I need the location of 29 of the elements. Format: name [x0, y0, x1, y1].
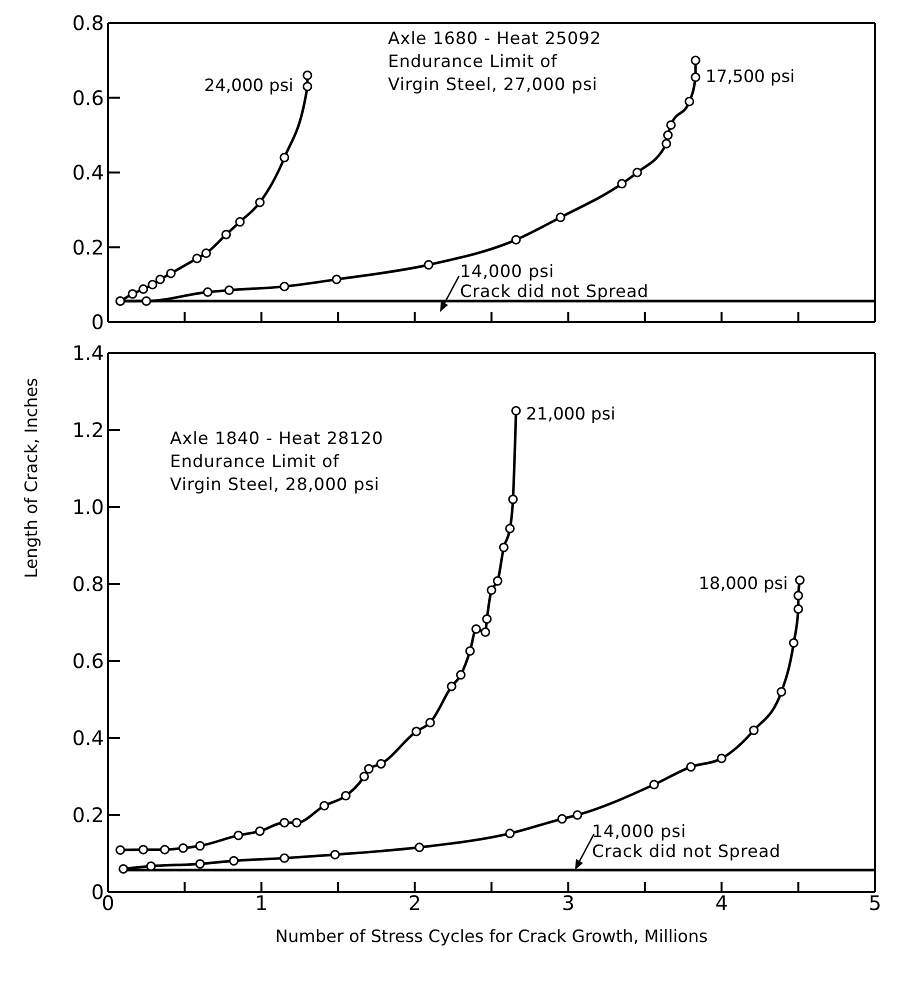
y-tick-label: 0.4	[72, 160, 104, 185]
y-tick-label: 0	[91, 310, 104, 334]
annotation: Axle 1840 - Heat 28120 Endurance Limit of Virgin Steel, 28,000 psi	[170, 428, 384, 497]
x-tick-label: 5	[868, 891, 882, 916]
x-tick-label: 4	[715, 891, 728, 916]
y-tick-label: 1.0	[72, 495, 104, 520]
annotation: Axle 1680 - Heat 25092 Endurance Limit of Virgin Steel, 27,000 psi	[388, 28, 602, 97]
y-tick-label: 0.2	[72, 803, 104, 828]
annotation: Crack did not Spread	[460, 282, 649, 302]
y-tick-label: 1.4	[72, 341, 104, 366]
y-axis-title: Length of Crack, Inches	[22, 378, 42, 578]
x-axis-title: Number of Stress Cycles for Crack Growth, Millions	[275, 927, 708, 947]
series-label: 17,500 psi	[706, 66, 795, 87]
series-label: 14,000 psi	[592, 822, 688, 842]
y-tick-label: 0.8	[72, 572, 104, 596]
x-tick-label: 2	[408, 891, 422, 916]
series-label: 21,000 psi	[526, 404, 616, 424]
y-tick-label: 0.8	[72, 11, 104, 36]
series-label: 24,000 psi	[204, 76, 294, 96]
annotation: Crack did not Spread	[592, 842, 781, 862]
y-tick-label: 0.6	[72, 86, 104, 110]
series-label: 14,000 psi	[460, 262, 556, 282]
x-tick-label: 1	[255, 891, 268, 916]
series-label: 18,000 psi	[698, 574, 788, 594]
x-tick-label: 3	[562, 891, 575, 916]
y-tick-label: 1.2	[72, 418, 104, 442]
y-tick-label: 0.6	[72, 649, 104, 674]
y-tick-label: 0.2	[72, 235, 104, 260]
y-tick-label: 0.4	[72, 726, 104, 750]
